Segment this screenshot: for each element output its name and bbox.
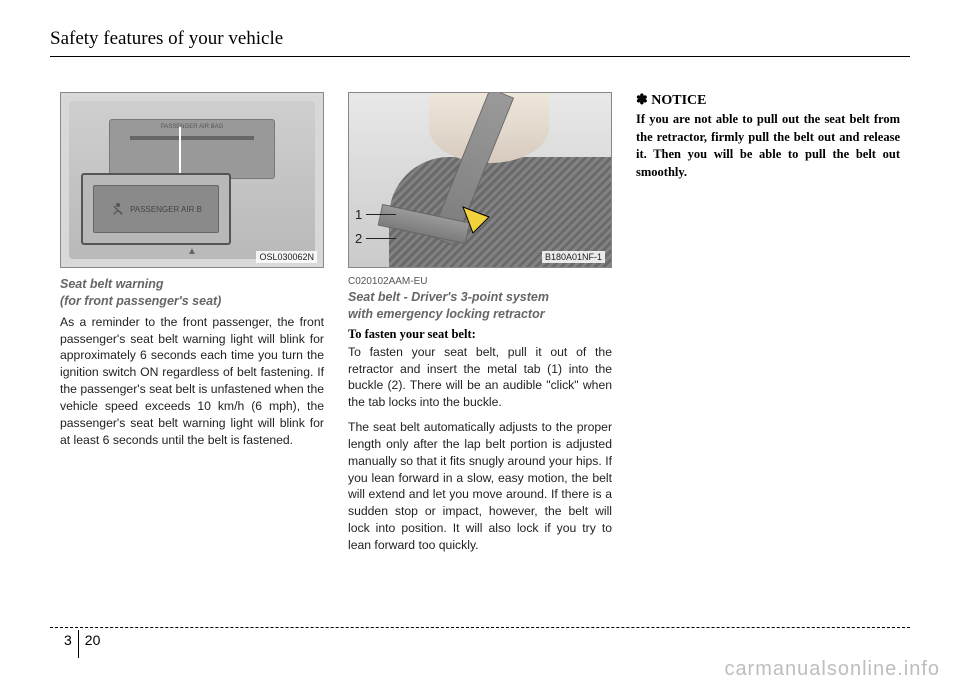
footer-separator (78, 630, 79, 658)
seatbelt-person-icon (110, 201, 126, 217)
hazard-icon: ▲ (187, 246, 197, 257)
page-title: Safety features of your vehicle (50, 28, 910, 50)
notice-heading: ✽ NOTICE (636, 92, 900, 109)
column-1: PASSENGER AIR BAG PASSENGER AIR B (60, 92, 324, 599)
callout-1: 1 (355, 207, 396, 222)
figure-label: OSL030062N (256, 251, 317, 263)
paragraph-gap (348, 411, 612, 419)
column-2: 1 2 B180A01NF-1 C020102AAM-EU Seat belt … (348, 92, 612, 599)
page-number: 20 (85, 630, 101, 648)
chapter-number: 3 (64, 630, 72, 648)
callout-number: 1 (355, 207, 362, 222)
airbag-label: PASSENGER AIR BAG (110, 124, 274, 130)
inset-callout: PASSENGER AIR B (81, 173, 231, 245)
dashboard-panel-graphic: PASSENGER AIR BAG PASSENGER AIR B (69, 101, 315, 259)
inset-text: PASSENGER AIR B (130, 205, 202, 214)
callout-number: 2 (355, 231, 362, 246)
col1-subhead: Seat belt warning (for front passenger's… (60, 276, 324, 310)
subhead-line: Seat belt - Driver's 3-point system (348, 290, 549, 304)
content-columns: PASSENGER AIR BAG PASSENGER AIR B (60, 92, 900, 599)
column-3: ✽ NOTICE If you are not able to pull out… (636, 92, 900, 599)
radio-unit-graphic: PASSENGER AIR BAG (109, 119, 275, 179)
watermark: carmanualsonline.info (724, 658, 940, 681)
figure-label: B180A01NF-1 (542, 251, 605, 263)
cd-slot-graphic (130, 136, 254, 140)
inset-inner: PASSENGER AIR B (93, 185, 219, 233)
col2-p2: The seat belt automatically adjusts to t… (348, 419, 612, 554)
col2-bold: To fasten your seat belt: (348, 327, 612, 342)
page-footer: 3 20 (50, 627, 910, 657)
callout-2: 2 (355, 231, 396, 246)
col1-body: As a reminder to the front passenger, th… (60, 314, 324, 449)
figure-seatbelt: 1 2 B180A01NF-1 (348, 92, 612, 268)
footer-page-numbers: 3 20 (64, 630, 100, 658)
callout-line (366, 214, 396, 215)
notice-body: If you are not able to pull out the seat… (636, 111, 900, 181)
notice-title-text: NOTICE (651, 93, 706, 108)
arrow-icon (459, 203, 493, 237)
notice-star-icon: ✽ (636, 93, 648, 108)
col2-subhead: Seat belt - Driver's 3-point system with… (348, 289, 612, 323)
figure-dashboard: PASSENGER AIR BAG PASSENGER AIR B (60, 92, 324, 268)
page-header: Safety features of your vehicle (50, 28, 910, 57)
procedure-code: C020102AAM-EU (348, 276, 612, 287)
page: Safety features of your vehicle PASSENGE… (0, 0, 960, 689)
subhead-line: with emergency locking retractor (348, 307, 545, 321)
subhead-line: Seat belt warning (60, 277, 164, 291)
callout-line (366, 238, 396, 239)
subhead-line: (for front passenger's seat) (60, 294, 221, 308)
col2-p1: To fasten your seat belt, pull it out of… (348, 344, 612, 411)
